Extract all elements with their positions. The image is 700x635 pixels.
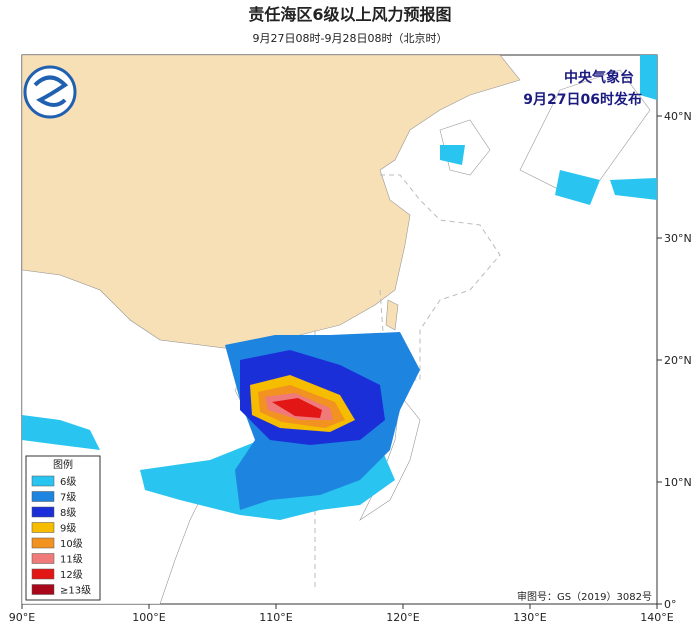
legend-label: 9级 [60,523,76,535]
lon-tick-label: 110°E [259,611,292,624]
legend-swatch [31,491,55,502]
legend-label: 11级 [60,554,83,566]
legend-label: 8级 [60,507,76,519]
lon-tick-label: 130°E [513,611,546,624]
legend-swatch [31,553,55,564]
approval-number: 审图号：GS（2019）3082号 [517,590,652,603]
lat-tick-label: 30°N [664,232,692,245]
legend-label: 10级 [60,538,83,550]
legend-label: 7级 [60,492,76,504]
issue-time: 9月27日06时发布 [523,91,642,108]
axis-ticks: 90°E 100°E 110°E 120°E 130°E 140°E0° 10°N 20°N 3… [9,110,692,624]
legend-label: 12级 [60,569,83,581]
map: 中央气象台 9月27日06时发布 审图号：GS（2019）3082号 [21,54,658,605]
legend-label: ≥13级 [60,585,91,597]
lat-tick-label: 40°N [664,110,692,123]
logo [23,65,77,119]
lon-tick-label: 100°E [132,611,165,624]
legend: 图例 6级 7级 8级 9级 10级 11级 12级 ≥13级 [25,455,101,601]
legend-title: 图例 [53,458,73,471]
title: 责任海区6级以上风力预报图 [248,5,451,24]
lon-tick-label: 90°E [9,611,35,624]
lat-tick-label: 10°N [664,476,692,489]
philippines [359,394,421,521]
wind-zone-12 [272,398,322,418]
legend-label: 6级 [60,476,76,488]
lat-tick-label: 20°N [664,354,692,367]
subtitle: 9月27日08时-9月28日08时（北京时） [253,31,448,45]
issuer: 中央气象台 [564,69,634,86]
legend-swatch [31,522,55,533]
logo-mark [33,75,69,107]
legend-swatch [31,584,55,595]
legend-swatch [31,475,55,487]
legend-swatch [31,506,55,518]
lon-tick-label: 120°E [386,611,419,624]
lat-tick-label: 0° [664,598,677,611]
legend-swatch [31,568,55,580]
taiwan [385,299,399,331]
legend-swatch [31,537,55,549]
lon-tick-label: 140°E [640,611,673,624]
